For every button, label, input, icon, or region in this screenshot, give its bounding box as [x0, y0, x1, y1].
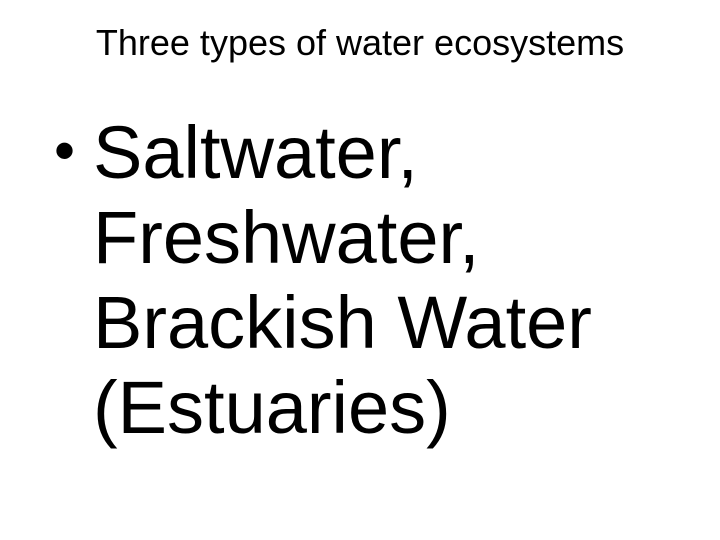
bullet-text: Saltwater, Freshwater, Brackish Water (E…	[93, 110, 674, 450]
slide: Three types of water ecosystems • Saltwa…	[0, 0, 720, 540]
bullet-item: • Saltwater, Freshwater, Brackish Water …	[54, 110, 674, 450]
slide-body: • Saltwater, Freshwater, Brackish Water …	[54, 110, 674, 450]
bullet-marker: •	[54, 116, 75, 185]
slide-title: Three types of water ecosystems	[0, 22, 720, 64]
